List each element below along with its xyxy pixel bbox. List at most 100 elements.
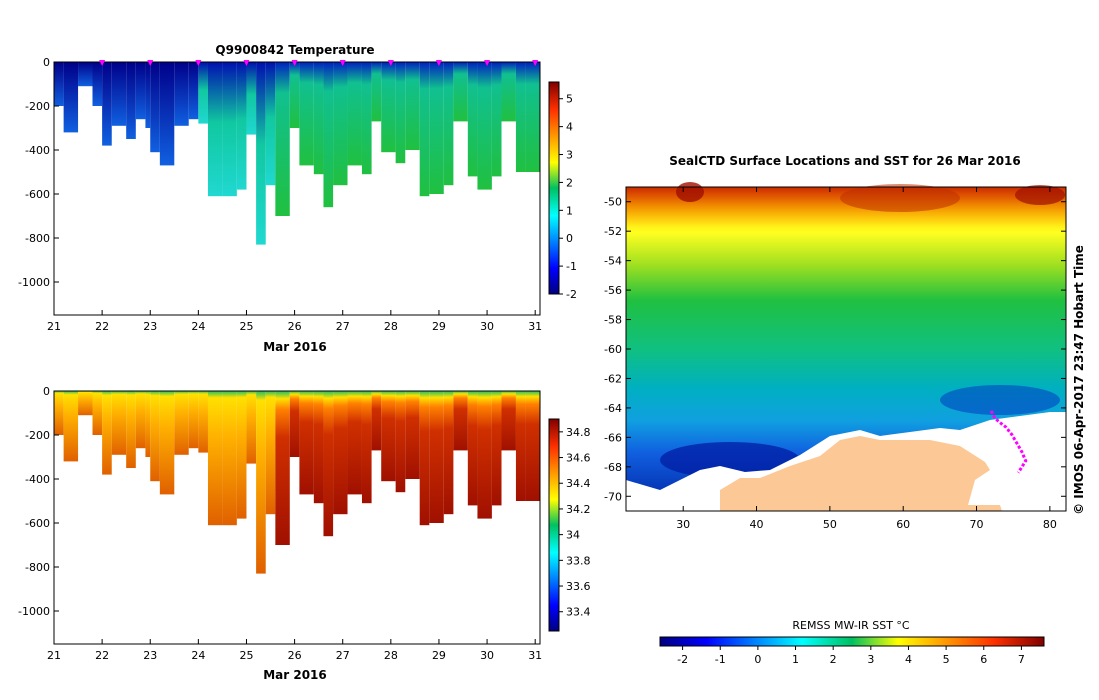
profile-column [323,62,334,208]
profile-column [126,391,136,468]
x-tick-label: 22 [95,320,109,333]
profile-column [453,62,468,122]
sst-colorbar-tick-label: -2 [677,653,688,666]
salinity-panel: 21 22 23 24 25 26 27 28 29 30 31 0 -200 -400 -600 -800 -… [18,385,590,682]
sst-map-title: SealCTD Surface Locations and SST for 26… [669,154,1021,168]
salinity-data-layer [54,391,540,574]
profile-column [246,62,257,135]
y-tick-label: -800 [25,232,50,245]
profile-column [525,391,540,501]
profile-column [150,391,160,482]
surface-location-marker [147,60,154,66]
sst-colorbar-tick-label: 0 [754,653,761,666]
profile-column [159,391,175,495]
x-tick-label: 30 [480,320,494,333]
profile-column [159,62,175,166]
profile-column [299,62,314,166]
sst-colorbar-tick-label: 5 [943,653,950,666]
profile-column [265,391,276,515]
profile-column [333,391,348,515]
sst-colorbar-title: REMSS MW-IR SST °C [792,619,910,632]
profile-column [491,391,502,506]
profile-column [313,391,324,504]
colorbar-tick-label: 5 [566,93,573,106]
lon-tick-label: 40 [750,518,764,531]
surface-location-marker [195,60,202,66]
sst-colorbar-tick-label: 1 [792,653,799,666]
profile-column [145,391,151,457]
profile-column [150,62,160,153]
profile-column [371,62,382,122]
surface-location-marker [99,60,106,66]
temperature-data-layer [54,62,540,245]
colorbar-tick-label: 3 [566,149,573,162]
salinity-axes: 21 22 23 24 25 26 27 28 29 30 31 0 -200 -400 -600 -800 -… [18,385,542,662]
profile-column [515,391,526,501]
colorbar-tick-label: -1 [566,260,577,273]
x-tick-label: 21 [47,649,61,662]
salinity-colorbar [548,418,560,632]
lat-tick-label: -50 [604,196,622,209]
profile-column [174,62,189,126]
x-tick-label: 24 [191,320,205,333]
y-tick-label: -400 [25,473,50,486]
profile-column [92,391,103,435]
profile-column [501,62,516,122]
colorbar-tick-label: 33.8 [566,554,591,567]
lat-tick-label: -66 [604,431,622,444]
profile-column [333,62,348,186]
x-tick-label: 21 [47,320,61,333]
x-tick-label: 25 [239,649,253,662]
profile-column [381,62,396,153]
profile-column [477,62,492,190]
surface-location-marker [532,60,539,66]
x-tick-label: 31 [528,320,542,333]
profile-column [135,62,146,120]
profile-column [111,391,127,455]
sst-warm-patch [676,182,704,202]
colorbar-tick-label: 1 [566,204,573,217]
y-tick-label: -1000 [18,276,50,289]
profile-column [92,62,103,106]
x-tick-label: 22 [95,649,109,662]
profile-column [381,391,396,482]
profile-column [54,391,64,435]
y-tick-label: -1000 [18,605,50,618]
surface-location-marker [291,60,298,66]
profile-column [453,391,468,451]
profile-column [246,391,257,464]
profile-column [289,62,300,128]
profile-column [188,62,199,120]
lat-tick-label: -52 [604,225,622,238]
profile-column [236,391,247,519]
profile-column [207,391,223,526]
y-tick-label: -600 [25,188,50,201]
imos-timestamp-label: © IMOS 06-Apr-2017 23:47 Hobart Time [1072,245,1086,515]
sst-colorbar-ticks: -2 -1 0 1 2 3 4 5 6 7 [677,646,1025,666]
lon-tick-label: 70 [970,518,984,531]
colorbar-tick-label: 34.4 [566,477,591,490]
x-tick-label: 23 [143,649,157,662]
seal-ctd-track [989,410,1028,474]
profile-column [467,391,478,506]
sst-cold-patch [660,442,800,478]
x-tick-label: 26 [288,649,302,662]
profile-column [78,62,93,87]
colorbar-tick-label: 2 [566,176,573,189]
lat-tick-label: -62 [604,372,622,385]
profile-column [256,391,266,574]
profile-column [275,62,290,216]
profile-column [111,62,127,126]
profile-column [347,391,362,495]
sst-map-axes: 30 40 50 60 70 80 -50 -52 -54 -56 -58 -60 -62 -64 -66 -… [604,187,1066,531]
profile-column [501,391,516,451]
temperature-axes: 21 22 23 24 25 26 27 28 29 30 31 0 -200 -400 -600 -800 -… [18,56,542,333]
profile-column [198,391,208,453]
profile-column [361,391,372,504]
profile-column [467,62,478,177]
profile-column [289,391,300,457]
profile-column [275,391,290,545]
profile-column [188,391,199,449]
x-tick-label: 24 [191,649,205,662]
profile-column [145,62,151,128]
